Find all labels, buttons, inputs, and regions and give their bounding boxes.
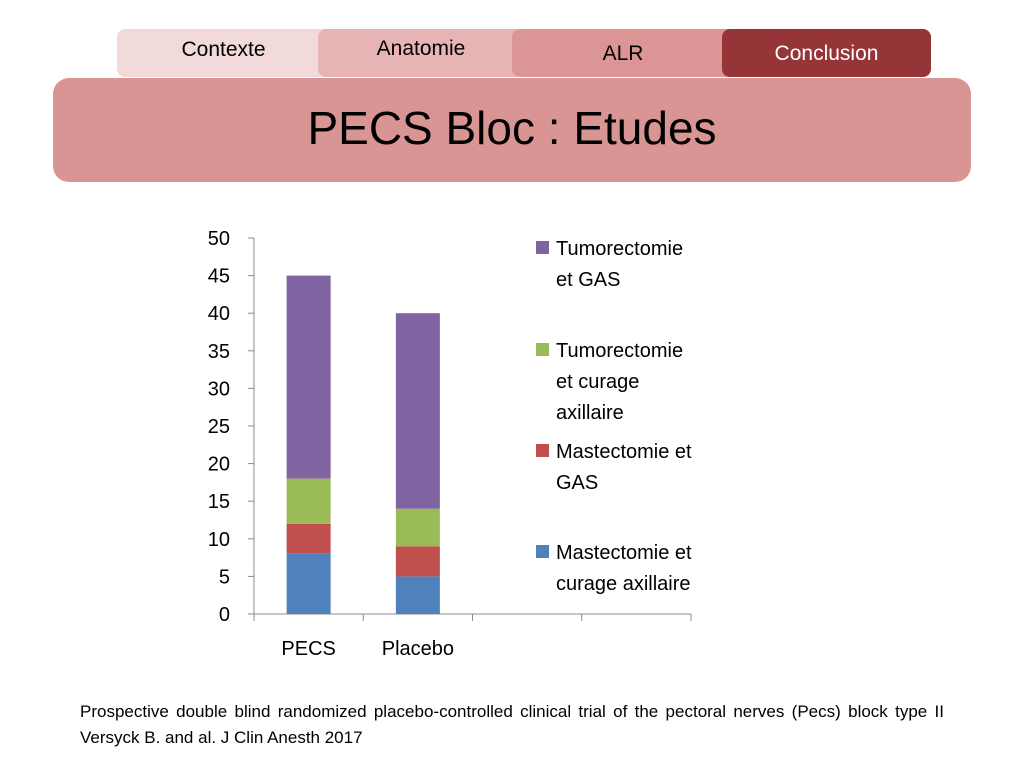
legend-label: et GAS [556,269,620,291]
legend-label: GAS [556,472,598,494]
bar-segment [395,576,440,614]
y-tick-label: 20 [208,454,230,476]
legend-label: Tumorectomie [556,340,683,362]
bars [286,275,440,614]
legend-label: axillaire [556,402,624,424]
legend-swatch [536,343,549,356]
legend-label: Mastectomie et [556,542,692,564]
y-tick-label: 30 [208,378,230,400]
legend: Tumorectomie et GAS Tumorectomie et curage a… [536,238,692,595]
legend-swatch [536,444,549,457]
y-tick-label: 35 [208,341,230,363]
bar-segment [395,313,440,509]
bar-segment [286,553,331,614]
y-tick-label: 0 [219,604,230,626]
x-tick-label: Placebo [382,638,454,660]
legend-swatch [536,241,549,254]
stacked-bar-chart: 0 5 10 15 20 25 30 35 40 45 50 PECS Placebo Tumorec… [208,228,692,660]
footnote-citation: Prospective double blind randomized plac… [80,702,944,747]
legend-label: curage axillaire [556,573,691,595]
y-tick-label: 50 [208,228,230,250]
legend-label: Mastectomie et [556,441,692,463]
y-axis: 0 5 10 15 20 25 30 35 40 45 50 [208,228,255,626]
x-axis: PECS Placebo [253,613,692,660]
x-tick-label: PECS [281,638,335,660]
tab-conclusion-label: Conclusion [774,41,879,65]
tab-anatomie[interactable]: Anatomie [318,29,524,77]
y-tick-label: 40 [208,303,230,325]
tab-conclusion[interactable]: Conclusion [722,29,931,77]
y-tick-label: 15 [208,491,230,513]
bar-segment [286,523,331,554]
y-tick-label: 5 [219,566,230,588]
bar-segment [395,508,440,547]
y-tick-label: 45 [208,266,230,288]
bar-segment [286,275,331,479]
bar-segment [286,478,331,524]
legend-label: Tumorectomie [556,238,683,260]
tab-anatomie-label: Anatomie [376,36,466,60]
title-banner: PECS Bloc : Etudes [53,78,971,182]
tab-contexte-label: Contexte [181,37,266,61]
bar-segment [395,546,440,577]
y-tick-label: 25 [208,416,230,438]
legend-swatch [536,545,549,558]
tab-alr-label: ALR [602,41,644,65]
tab-alr[interactable]: ALR [512,29,734,77]
page-title: PECS Bloc : Etudes [307,102,717,154]
tab-contexte[interactable]: Contexte [117,29,330,77]
y-tick-label: 10 [208,529,230,551]
legend-label: et curage [556,371,639,393]
